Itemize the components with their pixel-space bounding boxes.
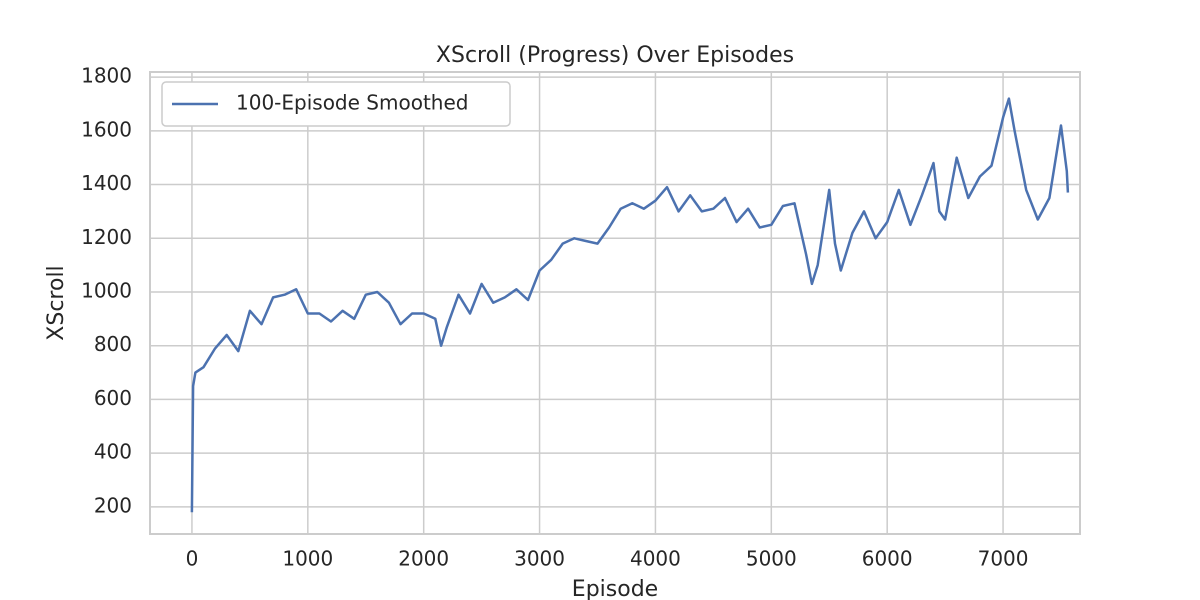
plot-frame <box>149 71 1081 535</box>
chart-title: XScroll (Progress) Over Episodes <box>436 43 794 68</box>
data-line <box>190 97 1070 513</box>
y-axis-label: XScroll <box>44 265 69 340</box>
y-tick-label: 600 <box>94 386 132 410</box>
y-tick-label: 1600 <box>81 117 132 141</box>
x-tick-label: 1000 <box>282 547 333 571</box>
y-tick-label: 1000 <box>81 278 132 302</box>
y-tick-label: 200 <box>94 493 132 517</box>
x-tick-label: 2000 <box>398 547 449 571</box>
y-tick-label: 1800 <box>81 64 132 88</box>
x-tick-label: 3000 <box>514 547 565 571</box>
legend-label: 100-Episode Smoothed <box>236 91 468 115</box>
y-tick-label: 1400 <box>81 171 132 195</box>
x-tick-label: 4000 <box>630 547 681 571</box>
x-tick-label: 5000 <box>746 547 797 571</box>
legend-box <box>161 81 511 127</box>
y-tick-label: 400 <box>94 440 132 464</box>
x-tick-label: 7000 <box>978 547 1029 571</box>
x-tick-label: 6000 <box>862 547 913 571</box>
y-tick-label: 800 <box>94 332 132 356</box>
y-tick-label: 1200 <box>81 225 132 249</box>
x-axis-label: Episode <box>572 577 658 600</box>
x-tick-label: 0 <box>186 547 199 571</box>
